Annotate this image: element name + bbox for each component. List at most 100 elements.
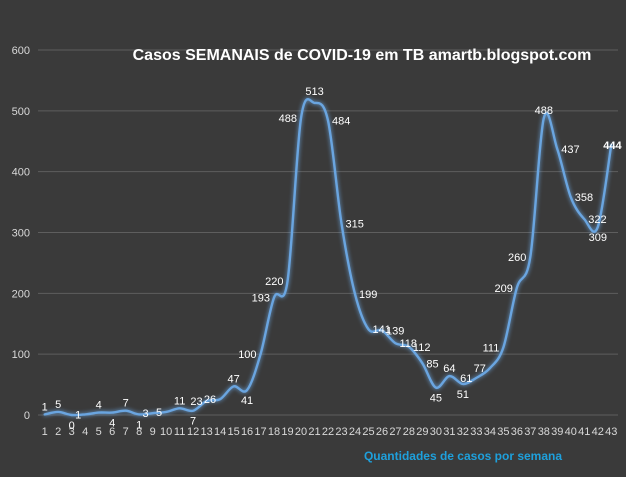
x-tick-label: 21 — [308, 426, 320, 438]
x-tick-label: 12 — [187, 426, 199, 438]
data-label: 4 — [96, 400, 102, 412]
series-line — [43, 98, 613, 417]
x-tick-label: 20 — [295, 426, 307, 438]
data-label: 100 — [238, 349, 256, 361]
data-label: 23 — [190, 396, 202, 408]
data-label: 309 — [589, 232, 607, 244]
data-label: 1 — [136, 419, 142, 431]
x-tick-label: 3 — [69, 426, 75, 438]
data-label: 322 — [588, 214, 606, 226]
data-label: 141 — [372, 324, 390, 336]
x-tick-label: 40 — [565, 426, 577, 438]
x-tick-label: 39 — [551, 426, 563, 438]
x-tick-label: 6 — [109, 426, 115, 438]
data-label: 85 — [426, 358, 438, 370]
chart-title: Casos SEMANAIS de COVID-19 em TB amartb.… — [133, 47, 592, 64]
gridlines — [38, 49, 618, 416]
x-tick-label: 32 — [457, 426, 469, 438]
data-label: 112 — [413, 342, 431, 354]
data-label: 61 — [460, 373, 472, 385]
data-label: 26 — [204, 394, 216, 406]
x-tick-label: 34 — [484, 426, 496, 438]
data-label: 437 — [561, 144, 579, 156]
series-line-layer — [43, 98, 613, 417]
y-tick-label: 100 — [12, 349, 30, 361]
y-tick-label: 200 — [12, 288, 30, 300]
x-axis-ticks: 1 2 3 4 5 6 7 8 9 10 11 12 13 14 15 16 17 18 19 20 21 22 23 24 2… — [42, 426, 618, 438]
data-label: 7 — [190, 416, 196, 428]
x-tick-label: 18 — [268, 426, 280, 438]
data-label: 1 — [75, 409, 81, 421]
x-tick-label: 16 — [241, 426, 253, 438]
x-tick-label: 43 — [605, 426, 617, 438]
data-label: 0 — [69, 420, 75, 432]
data-label: 11 — [174, 395, 185, 407]
x-tick-label: 7 — [123, 426, 129, 438]
x-tick-label: 37 — [524, 426, 536, 438]
x-tick-label: 11 — [174, 426, 185, 438]
x-tick-label: 23 — [335, 426, 347, 438]
x-tick-label: 8 — [136, 426, 142, 438]
x-tick-label: 30 — [430, 426, 442, 438]
data-label: 3 — [143, 408, 149, 420]
x-tick-label: 41 — [578, 426, 590, 438]
x-tick-label: 35 — [497, 426, 509, 438]
x-tick-label: 38 — [538, 426, 550, 438]
x-tick-label: 26 — [376, 426, 388, 438]
x-tick-label: 10 — [160, 426, 172, 438]
data-label: 220 — [265, 276, 283, 288]
data-label: 488 — [535, 105, 553, 117]
x-tick-label: 31 — [443, 426, 455, 438]
data-label: 47 — [227, 373, 239, 385]
x-tick-label: 24 — [349, 426, 361, 438]
y-tick-label: 500 — [12, 106, 30, 118]
x-tick-label: 29 — [416, 426, 428, 438]
x-tick-label: 28 — [403, 426, 415, 438]
x-tick-label: 19 — [281, 426, 293, 438]
data-label: 488 — [279, 113, 297, 125]
data-label: 358 — [575, 192, 593, 204]
x-tick-label: 5 — [96, 426, 102, 438]
x-tick-label: 4 — [82, 426, 88, 438]
data-label: 5 — [156, 407, 162, 419]
data-label: 444 — [603, 140, 622, 152]
data-label: 209 — [494, 283, 512, 295]
x-tick-label: 17 — [254, 426, 266, 438]
x-tick-label: 36 — [511, 426, 523, 438]
data-label: 64 — [443, 363, 455, 375]
x-tick-label: 15 — [227, 426, 239, 438]
x-tick-label: 9 — [150, 426, 156, 438]
data-label: 7 — [123, 398, 129, 410]
x-tick-label: 27 — [389, 426, 401, 438]
x-tick-label: 13 — [200, 426, 212, 438]
data-label: 484 — [332, 116, 350, 128]
y-tick-label: 400 — [12, 167, 30, 179]
x-tick-label: 42 — [592, 426, 604, 438]
x-tick-label: 22 — [322, 426, 334, 438]
data-label: 199 — [359, 289, 377, 301]
data-label: 260 — [508, 252, 526, 264]
data-label: 41 — [241, 395, 253, 407]
y-axis-ticks: 0 100 200 300 400 500 600 — [12, 45, 30, 422]
y-tick-label: 0 — [24, 410, 30, 422]
data-label: 193 — [252, 293, 270, 305]
data-label: 118 — [399, 338, 417, 350]
data-label: 45 — [430, 393, 442, 405]
data-label: 5 — [55, 399, 61, 411]
x-tick-label: 25 — [362, 426, 374, 438]
data-label: 77 — [474, 363, 486, 375]
data-label: 139 — [386, 325, 404, 337]
x-axis-title: Quantidades de casos por semana — [364, 449, 562, 463]
x-tick-label: 2 — [55, 426, 61, 438]
x-tick-label: 14 — [214, 426, 226, 438]
data-label: 4 — [109, 418, 115, 430]
y-tick-label: 600 — [12, 45, 30, 57]
data-label: 51 — [457, 389, 469, 401]
y-tick-label: 300 — [12, 228, 30, 240]
data-label: 1 — [42, 401, 48, 413]
data-label: 315 — [345, 218, 363, 230]
data-label: 513 — [305, 86, 323, 98]
